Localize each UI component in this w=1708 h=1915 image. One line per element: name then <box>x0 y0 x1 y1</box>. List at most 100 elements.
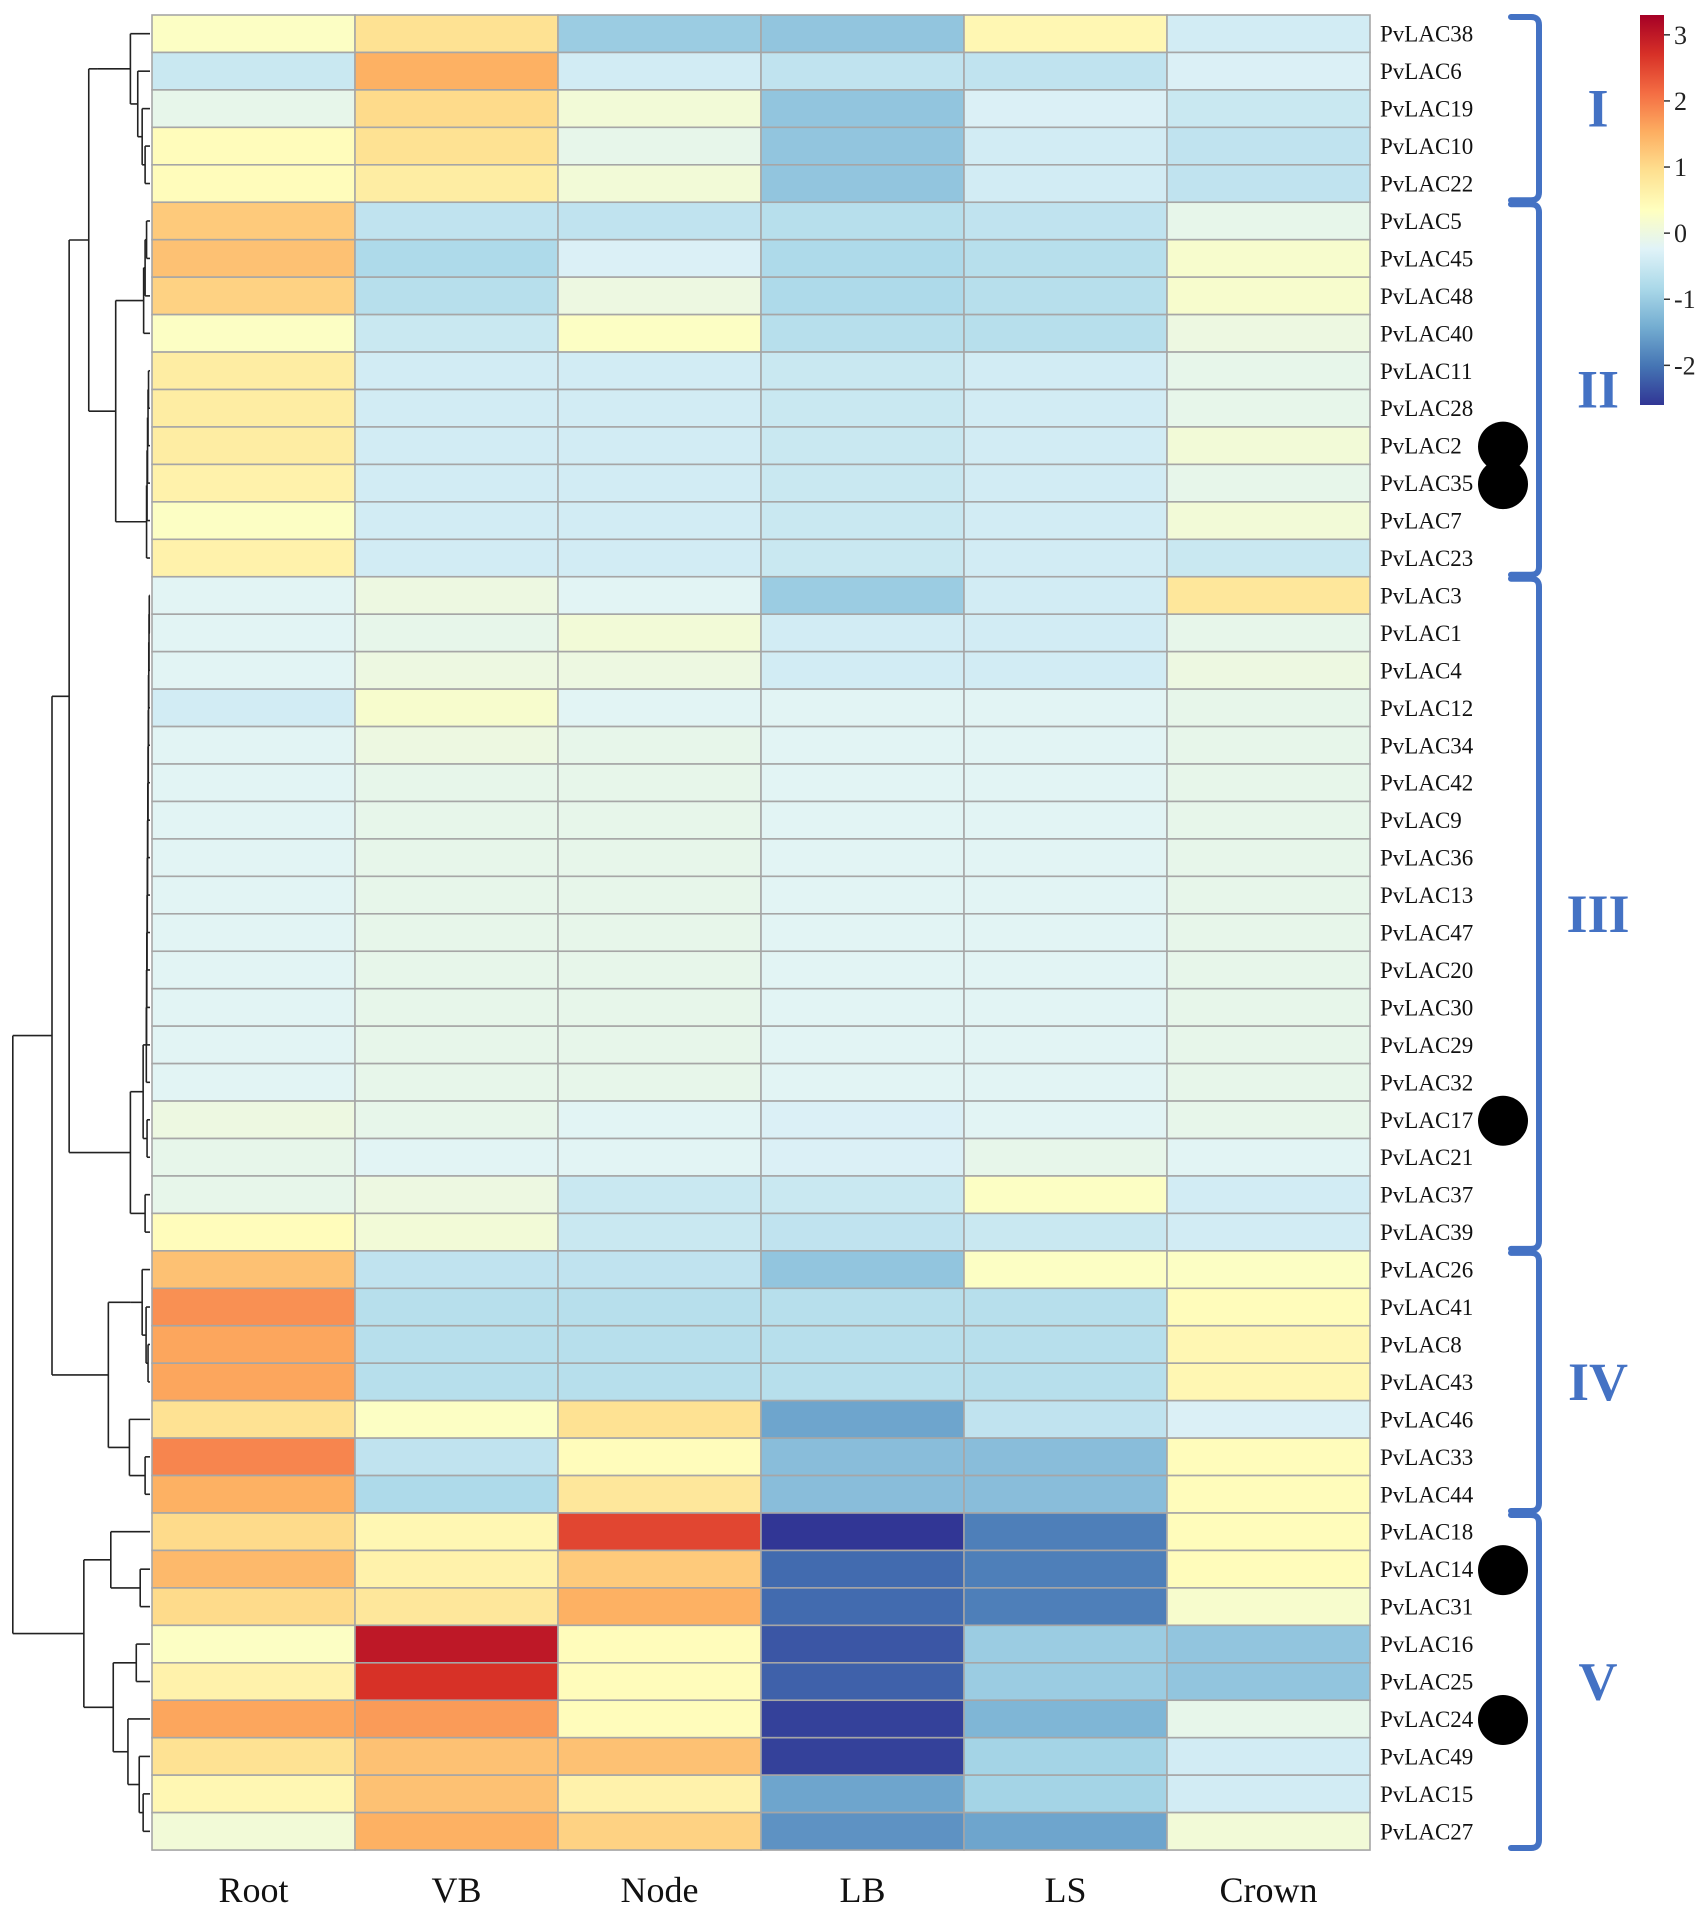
row-label-PvLAC14: PvLAC14 <box>1380 1557 1474 1582</box>
heatmap-cell-PvLAC32-LB <box>760 1062 965 1102</box>
heatmap-cell-PvLAC14-Crown <box>1166 1549 1371 1589</box>
marker-dot-PvLAC14 <box>1478 1545 1528 1596</box>
heatmap-cell-PvLAC43-Node <box>557 1362 762 1402</box>
heatmap-cell-PvLAC22-Crown <box>1166 164 1371 204</box>
heatmap-cell-PvLAC49-Node <box>557 1736 762 1776</box>
heatmap-cell-PvLAC6-Root <box>151 51 356 91</box>
heatmap-cell-PvLAC5-LB <box>760 201 965 241</box>
row-label-PvLAC35: PvLAC35 <box>1380 471 1473 496</box>
heatmap-cell-PvLAC34-Crown <box>1166 725 1371 765</box>
row-dendrogram <box>12 32 151 1833</box>
heatmap-cell-PvLAC31-VB <box>354 1587 559 1627</box>
heatmap-cell-PvLAC33-Crown <box>1166 1437 1371 1477</box>
heatmap-cell-PvLAC25-LB <box>760 1662 965 1702</box>
row-label-PvLAC43: PvLAC43 <box>1380 1370 1473 1395</box>
heatmap-cell-PvLAC31-Node <box>557 1587 762 1627</box>
heatmap-cell-PvLAC12-LB <box>760 688 965 728</box>
heatmap-cell-PvLAC24-LS <box>963 1699 1168 1739</box>
heatmap-cell-PvLAC17-LS <box>963 1100 1168 1140</box>
heatmap-cell-PvLAC44-VB <box>354 1474 559 1514</box>
color-legend-bar <box>1640 15 1664 405</box>
heatmap-cell-PvLAC37-Root <box>151 1175 356 1215</box>
heatmap-cell-PvLAC45-Node <box>557 238 762 278</box>
row-label-PvLAC27: PvLAC27 <box>1380 1819 1473 1844</box>
heatmap-cell-PvLAC26-Node <box>557 1250 762 1290</box>
heatmap-cell-PvLAC47-Node <box>557 912 762 953</box>
heatmap-cell-PvLAC23-Crown <box>1166 538 1371 578</box>
heatmap-cell-PvLAC16-Node <box>557 1624 762 1664</box>
row-label-PvLAC29: PvLAC29 <box>1380 1033 1473 1058</box>
heatmap-cell-PvLAC25-VB <box>354 1662 559 1702</box>
heatmap-cell-PvLAC33-LB <box>760 1437 965 1477</box>
heatmap-cell-PvLAC22-LS <box>963 164 1168 204</box>
heatmap-cell-PvLAC11-LS <box>963 351 1168 391</box>
row-label-PvLAC26: PvLAC26 <box>1380 1258 1473 1283</box>
heatmap-cell-PvLAC9-Node <box>557 800 762 840</box>
heatmap-cell-PvLAC26-Crown <box>1166 1250 1371 1290</box>
heatmap-cell-PvLAC27-Root <box>151 1811 356 1851</box>
heatmap-cell-PvLAC6-Crown <box>1166 51 1371 91</box>
heatmap-cell-PvLAC20-VB <box>354 950 559 990</box>
column-label-crown: Crown <box>1220 1870 1318 1910</box>
heatmap-cell-PvLAC23-VB <box>354 538 559 578</box>
heatmap-cell-PvLAC42-Node <box>557 763 762 803</box>
color-legend: 3 2 1 0 -1 -2 <box>1640 15 1696 405</box>
heatmap-cell-PvLAC49-LS <box>963 1736 1168 1776</box>
heatmap-cell-PvLAC9-Root <box>151 800 356 840</box>
row-label-PvLAC32: PvLAC32 <box>1380 1070 1473 1095</box>
heatmap-cell-PvLAC39-Root <box>151 1212 356 1252</box>
heatmap-cell-PvLAC45-LB <box>760 238 965 278</box>
heatmap-cell-PvLAC34-VB <box>354 725 559 765</box>
heatmap-cell-PvLAC33-Node <box>557 1437 762 1477</box>
heatmap-cell-PvLAC16-Root <box>151 1624 356 1664</box>
heatmap-cell-PvLAC48-Crown <box>1166 276 1371 316</box>
heatmap-cell-PvLAC13-LS <box>963 875 1168 915</box>
heatmap-cell-PvLAC5-VB <box>354 201 559 241</box>
heatmap-cell-PvLAC27-Node <box>557 1811 762 1851</box>
heatmap-cell-PvLAC24-Crown <box>1166 1699 1371 1739</box>
heatmap-cell-PvLAC30-LS <box>963 987 1168 1027</box>
heatmap-cell-PvLAC3-LS <box>963 575 1168 616</box>
marker-dot-PvLAC24 <box>1478 1694 1528 1745</box>
heatmap-cell-PvLAC25-Node <box>557 1662 762 1702</box>
legend-tick-label: 3 <box>1674 21 1687 50</box>
heatmap-cell-PvLAC39-LS <box>963 1212 1168 1252</box>
heatmap-cell-PvLAC31-LS <box>963 1587 1168 1627</box>
heatmap-cell-PvLAC15-LS <box>963 1774 1168 1814</box>
heatmap-cell-PvLAC21-Root <box>151 1137 356 1177</box>
column-label-ls: LS <box>1044 1870 1086 1910</box>
heatmap-cell-PvLAC38-LS <box>963 14 1168 54</box>
heatmap-cell-PvLAC14-VB <box>354 1549 559 1589</box>
heatmap-cell-PvLAC36-LB <box>760 838 965 878</box>
heatmap-cell-PvLAC21-Crown <box>1166 1137 1371 1177</box>
heatmap-cell-PvLAC8-VB <box>354 1324 559 1365</box>
heatmap-cell-PvLAC7-VB <box>354 501 559 541</box>
heatmap-cell-PvLAC12-Node <box>557 688 762 728</box>
group-label-I: I <box>1587 79 1608 139</box>
heatmap-cell-PvLAC15-Crown <box>1166 1774 1371 1814</box>
heatmap-cell-PvLAC1-LB <box>760 613 965 653</box>
heatmap-cell-PvLAC11-VB <box>354 351 559 391</box>
heatmap-cell-PvLAC46-Root <box>151 1399 356 1439</box>
heatmap-cell-PvLAC21-LB <box>760 1137 965 1177</box>
heatmap-cell-PvLAC8-Crown <box>1166 1324 1371 1365</box>
heatmap-cell-PvLAC15-LB <box>760 1774 965 1814</box>
heatmap-cell-PvLAC16-LB <box>760 1624 965 1664</box>
heatmap-cell-PvLAC26-VB <box>354 1250 559 1290</box>
heatmap-cell-PvLAC18-VB <box>354 1512 559 1552</box>
row-markers <box>1478 421 1528 1745</box>
heatmap-cell-PvLAC49-Root <box>151 1736 356 1776</box>
heatmap-cell-PvLAC37-VB <box>354 1175 559 1215</box>
row-label-PvLAC39: PvLAC39 <box>1380 1220 1473 1245</box>
heatmap-cell-PvLAC3-Crown <box>1166 575 1371 616</box>
row-label-PvLAC10: PvLAC10 <box>1380 134 1473 159</box>
heatmap-cell-PvLAC20-Node <box>557 950 762 990</box>
row-label-PvLAC5: PvLAC5 <box>1380 209 1462 234</box>
heatmap-cell-PvLAC34-Node <box>557 725 762 765</box>
heatmap-cell-PvLAC31-LB <box>760 1587 965 1627</box>
heatmap-cell-PvLAC10-LB <box>760 126 965 166</box>
heatmap-cell-PvLAC6-Node <box>557 51 762 91</box>
heatmap-cell-PvLAC10-LS <box>963 126 1168 166</box>
row-label-PvLAC17: PvLAC17 <box>1380 1108 1473 1133</box>
heatmap-cell-PvLAC23-LS <box>963 538 1168 578</box>
